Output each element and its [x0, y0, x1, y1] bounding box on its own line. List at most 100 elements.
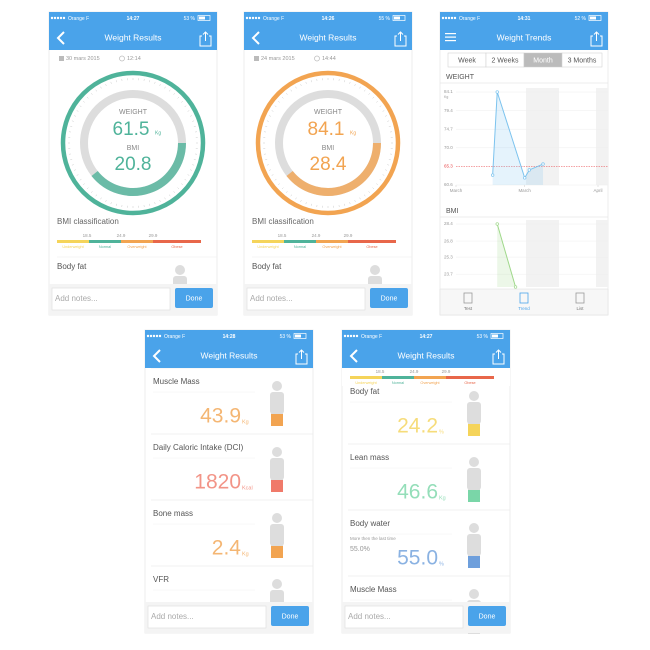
carrier: Orange F	[459, 16, 480, 22]
gauge-tick	[274, 178, 277, 181]
gauge-tick	[189, 169, 193, 171]
gauge-tick	[310, 80, 312, 83]
bmi-threshold: 29.9	[344, 233, 353, 238]
data-point	[495, 90, 499, 94]
share-button[interactable]	[199, 31, 212, 47]
gauge-tick	[372, 96, 375, 99]
bmi-scale-segment	[350, 376, 382, 379]
nav-title: Weight Results	[200, 350, 257, 360]
bmi-label: BMI	[127, 145, 140, 152]
figure-body	[270, 392, 284, 414]
status-bar	[342, 330, 510, 368]
notes-input[interactable]	[246, 287, 366, 311]
weight-unit: Kg	[155, 130, 161, 136]
gauge-tick	[266, 164, 269, 166]
gauge-tick	[73, 169, 77, 171]
bmi-class: Underweight	[355, 381, 377, 385]
back-button[interactable]	[251, 31, 260, 45]
bmi-scale-segment	[348, 240, 396, 243]
done-button[interactable]	[175, 288, 213, 308]
screen-bg	[243, 11, 413, 316]
signal-dot	[53, 16, 57, 20]
gauge-tick	[286, 191, 288, 193]
bmi-scale-segment	[89, 240, 121, 243]
gauge-tick	[388, 125, 391, 127]
gauge-tick	[387, 164, 390, 166]
metric-note-value: 55.0%	[350, 546, 370, 553]
share-button[interactable]	[394, 31, 407, 47]
back-button[interactable]	[152, 349, 161, 363]
menu-icon[interactable]	[445, 33, 456, 35]
notes-input[interactable]	[51, 287, 171, 311]
data-point	[523, 176, 527, 180]
gauge-tick	[70, 159, 73, 161]
done-button[interactable]	[468, 606, 506, 626]
gauge-tick	[281, 187, 284, 190]
gauge-tick	[71, 120, 74, 122]
data-point	[541, 162, 545, 166]
gauge-tick	[100, 197, 102, 200]
gauge-tick	[164, 86, 166, 89]
done-button[interactable]	[370, 288, 408, 308]
battery-level: 52 %	[575, 16, 587, 22]
done-label: Done	[186, 295, 203, 302]
clock-icon	[119, 55, 125, 62]
menu-icon[interactable]	[445, 40, 456, 42]
bmi-threshold: 24.9	[312, 233, 321, 238]
screen-bg	[48, 11, 218, 316]
back-button[interactable]	[349, 349, 358, 363]
tool-icon[interactable]	[575, 292, 585, 304]
share-button[interactable]	[492, 349, 505, 365]
gauge-tick	[73, 115, 77, 117]
battery-level: 53 %	[280, 334, 292, 340]
gauge-tick	[290, 89, 293, 92]
bmi-scale-segment	[121, 240, 153, 243]
chart-band	[526, 220, 559, 287]
metric-value: 2.4	[212, 537, 242, 560]
signal-dot	[158, 334, 162, 338]
notes-input[interactable]	[344, 605, 464, 629]
menu-icon[interactable]	[445, 36, 456, 38]
metric-value: 55.0	[397, 547, 438, 570]
period-tab[interactable]	[561, 52, 603, 68]
share-button[interactable]	[590, 31, 603, 47]
battery-icon	[293, 333, 307, 339]
bmi-class: Normal	[392, 381, 404, 385]
data-point	[495, 222, 499, 226]
back-button[interactable]	[56, 31, 65, 45]
gauge-tick	[359, 197, 361, 200]
gauge-tick	[305, 81, 307, 84]
y-tick-label: 26.8	[444, 238, 453, 243]
y-unit: Kg	[444, 95, 448, 99]
gauge-tick	[310, 203, 312, 206]
bmi-class: Overweight	[322, 245, 342, 249]
battery-fill	[295, 334, 301, 338]
share-button[interactable]	[295, 349, 308, 365]
series-line	[496, 223, 517, 288]
signal-dot	[447, 16, 451, 20]
bmi-threshold: 18.5	[83, 233, 92, 238]
chart-title: BMI	[446, 208, 459, 215]
bmi-class: Normal	[99, 245, 111, 249]
metric-label: Body fat	[350, 387, 380, 396]
signal-dot	[444, 16, 448, 20]
tool-icon[interactable]	[463, 292, 473, 304]
gauge-tick	[344, 80, 346, 83]
gauge-tick	[382, 110, 385, 112]
metric-unit: Kg	[439, 495, 446, 501]
status-bar	[244, 12, 412, 50]
tool-icon[interactable]	[519, 292, 529, 304]
notes-input[interactable]	[147, 605, 267, 629]
gauge-tick	[76, 110, 79, 112]
metric-unit: Kcal	[242, 485, 253, 491]
weight-label: WEIGHT	[314, 109, 343, 116]
y-tick-label: 79.4	[444, 108, 453, 113]
signal-dot	[254, 16, 258, 20]
gauge-tick	[105, 83, 107, 87]
gauge-tick	[300, 199, 302, 203]
metric-label: Daily Caloric Intake (DCI)	[153, 443, 244, 452]
done-button[interactable]	[271, 606, 309, 626]
gauge-tick	[192, 164, 195, 166]
figure-highlight	[468, 490, 480, 502]
